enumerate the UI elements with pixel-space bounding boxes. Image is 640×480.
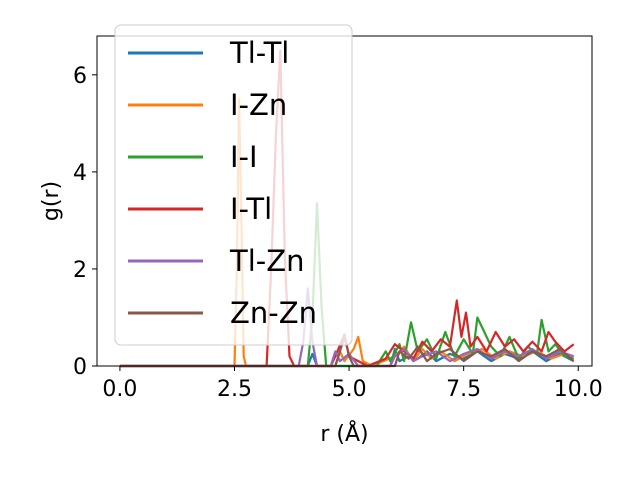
legend: Tl-Tl I-Zn I-I I-Tl Tl-Zn Zn-Zn bbox=[114, 24, 353, 346]
series-line-zn-zn bbox=[119, 335, 575, 368]
legend-label-zn-zn: Zn-Zn bbox=[230, 296, 317, 330]
y-tick-label: 0 bbox=[73, 355, 87, 380]
x-axis-label: r (Å) bbox=[320, 420, 368, 447]
x-tick-label: 7.5 bbox=[446, 377, 481, 402]
y-axis-label: g(r) bbox=[39, 181, 64, 221]
legend-label-tl-tl: Tl-Tl bbox=[229, 36, 289, 70]
x-tick-label: 0.0 bbox=[102, 377, 137, 402]
x-tick-label: 10.0 bbox=[554, 377, 603, 402]
y-tick-label: 6 bbox=[73, 64, 87, 89]
series-line-tl-zn bbox=[119, 287, 575, 368]
legend-label-i-tl: I-Tl bbox=[230, 192, 272, 226]
y-axis-ticks: 0 2 4 6 bbox=[73, 64, 97, 380]
y-tick-label: 2 bbox=[73, 258, 87, 283]
legend-label-i-zn: I-Zn bbox=[230, 88, 287, 122]
x-tick-label: 5.0 bbox=[332, 377, 367, 402]
legend-label-tl-zn: Tl-Zn bbox=[229, 244, 304, 278]
y-tick-label: 4 bbox=[73, 161, 87, 186]
series-line-i-tl bbox=[119, 49, 575, 368]
legend-items: Tl-Tl I-Zn I-I I-Tl Tl-Zn Zn-Zn bbox=[128, 36, 317, 330]
x-axis-ticks: 0.0 2.5 5.0 7.5 10.0 bbox=[102, 366, 603, 402]
x-tick-label: 2.5 bbox=[217, 377, 252, 402]
legend-label-i-i: I-I bbox=[230, 140, 258, 174]
